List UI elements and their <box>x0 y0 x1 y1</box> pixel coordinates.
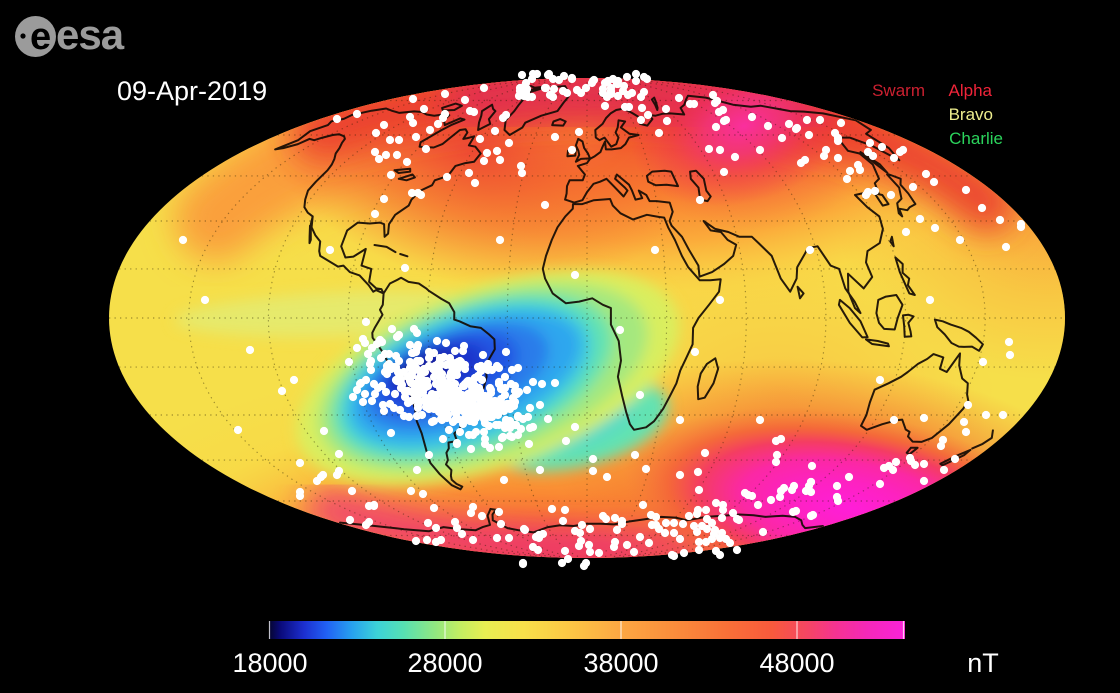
svg-text:48000: 48000 <box>759 648 834 678</box>
svg-text:nT: nT <box>967 648 999 678</box>
svg-text:Bravo: Bravo <box>949 105 993 124</box>
svg-text:28000: 28000 <box>407 648 482 678</box>
svg-text:esa: esa <box>56 11 125 58</box>
svg-text:Alpha: Alpha <box>949 81 993 100</box>
svg-text:38000: 38000 <box>583 648 658 678</box>
svg-text:e: e <box>30 16 51 58</box>
svg-text:09-Apr-2019: 09-Apr-2019 <box>117 76 267 106</box>
svg-text:18000: 18000 <box>232 648 307 678</box>
svg-text:Swarm: Swarm <box>872 81 925 100</box>
svg-text:Charlie: Charlie <box>949 129 1003 148</box>
